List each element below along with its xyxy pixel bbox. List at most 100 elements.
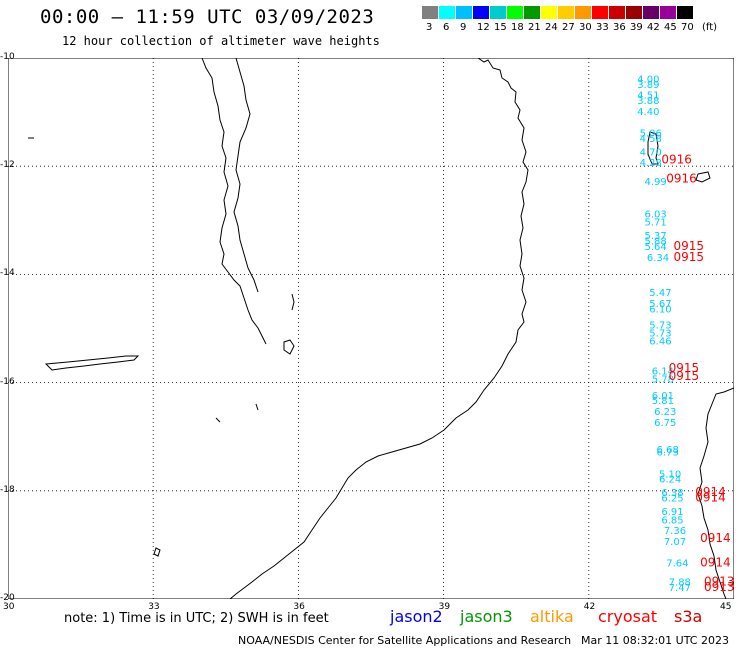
latitude-label: -18 [0,484,15,495]
color-swatch [660,6,677,19]
color-scale-label: 24 [545,22,558,33]
satellite-legend-s3a: s3a [674,607,703,626]
wave-height-value: 7.64 [666,559,688,570]
wave-height-value: 5.67 [649,299,671,310]
satellite-legend-jason2: jason2 [390,607,443,626]
color-swatch [592,6,609,19]
wave-height-value: 6.25 [661,494,683,505]
wave-height-value: 7.36 [664,526,686,537]
wave-height-value: 5.73 [649,329,671,340]
pass-time-label: 0916 [666,171,697,185]
satellite-legend-altika: altika [530,607,574,626]
color-scale-label: 18 [511,22,524,33]
color-scale-label: 15 [494,22,507,33]
pass-time-label: 0915 [669,369,700,383]
map-title: 00:00 – 11:59 UTC 03/09/2023 [40,6,375,28]
color-swatch [558,6,575,19]
wave-height-value: 6.34 [647,253,669,264]
color-scale-label: 27 [562,22,575,33]
wave-height-value: 5.71 [644,218,666,229]
pass-time-label: 0916 [661,152,692,166]
color-swatch [456,6,473,19]
longitude-label: 30 [3,602,15,612]
wave-height-value: 4.99 [644,177,666,188]
coastline [28,58,734,599]
wave-height-value: 6.91 [661,507,683,518]
inland-mark-3 [255,403,259,411]
pass-time-label: 0914 [700,556,731,570]
color-swatch [609,6,626,19]
inland-mark-2 [153,547,161,557]
pass-time-label: 0914 [695,491,726,505]
inland-mark [291,293,295,311]
wave-height-value: 5.73 [649,321,671,332]
wave-height-value: 3.88 [637,96,659,107]
color-scale-label: (ft) [702,22,718,33]
pass-time-label: 0914 [695,485,726,499]
color-swatch [439,6,456,19]
longitude-label: 45 [720,602,732,612]
comoros-island [647,131,659,165]
wave-height-value: 6.24 [659,475,681,486]
satellite-legend-jason3: jason3 [460,607,513,626]
color-swatch [422,6,439,19]
color-scale-label: 30 [579,22,592,33]
pass-time-label: 0915 [674,250,705,264]
color-swatch [541,6,558,19]
wave-height-value: 7.47 [669,583,691,594]
wave-height-value: 5.78 [652,375,674,386]
pass-time-label: 0915 [674,239,705,253]
observation-labels: 4.003.894.513.884.40 5.064.58 4.704.28 4.99… [637,74,734,594]
latitude-label: -12 [0,160,15,171]
map-subtitle: 12 hour collection of altimeter wave hei… [62,34,380,48]
wave-height-value: 4.40 [637,107,659,118]
pass-time-label: 0913 [704,574,734,588]
pass-time-label: 0915 [669,361,700,375]
wave-height-map: 4.003.894.513.884.40 5.064.58 4.704.28 4.99… [8,58,734,599]
color-scale-label: 21 [528,22,541,33]
color-swatch [473,6,490,19]
wave-height-value: 6.68 [657,445,679,456]
color-swatch [490,6,507,19]
wave-height-value: 6.23 [654,407,676,418]
color-scale-label: 36 [613,22,626,33]
color-swatch [507,6,524,19]
wave-height-value: 6.01 [652,391,674,402]
color-scale-label: 9 [460,22,467,33]
wave-height-value: 6.38 [661,488,683,499]
wave-height-value: 6.10 [649,304,671,315]
wave-height-value: 5.47 [649,288,671,299]
color-scale-label: 12 [477,22,490,33]
wave-height-value: 7.07 [664,537,686,548]
color-scale-label: 45 [664,22,677,33]
color-scale-label: 33 [596,22,609,33]
lake-malawi-shore [201,58,267,345]
madagascar-coastline [697,387,734,599]
longitude-label: 33 [148,602,160,612]
color-scale-bar [422,6,694,19]
pass-time-label: 0913 [704,580,734,594]
wave-height-value: 6.73 [657,448,679,459]
latitude-label: -16 [0,376,15,387]
wave-height-value: 4.00 [637,74,659,85]
lake-fragment [44,355,140,371]
credit-timestamp: Mar 11 08:32:01 UTC 2023 [581,634,729,647]
color-scale-label: 3 [426,22,433,33]
lat-lon-grid [8,58,734,599]
wave-height-value: 5.06 [640,128,662,139]
wave-height-value: 6.46 [649,337,671,348]
wave-height-value: 5.64 [644,242,666,253]
longitude-label: 36 [293,602,305,612]
color-scale-label: 70 [681,22,694,33]
wave-height-value: 3.89 [637,80,659,91]
credit-line: NOAA/NESDIS Center for Satellite Applica… [238,634,572,647]
map-frame [8,58,734,599]
wave-height-value: 4.58 [640,134,662,145]
wave-height-value: 4.70 [640,147,662,158]
color-swatch [643,6,660,19]
color-swatch [626,6,643,19]
lake-malawi-east-shore [233,58,259,293]
color-scale-label: 42 [647,22,660,33]
wave-height-value: 4.28 [640,158,662,169]
color-swatch [575,6,592,19]
